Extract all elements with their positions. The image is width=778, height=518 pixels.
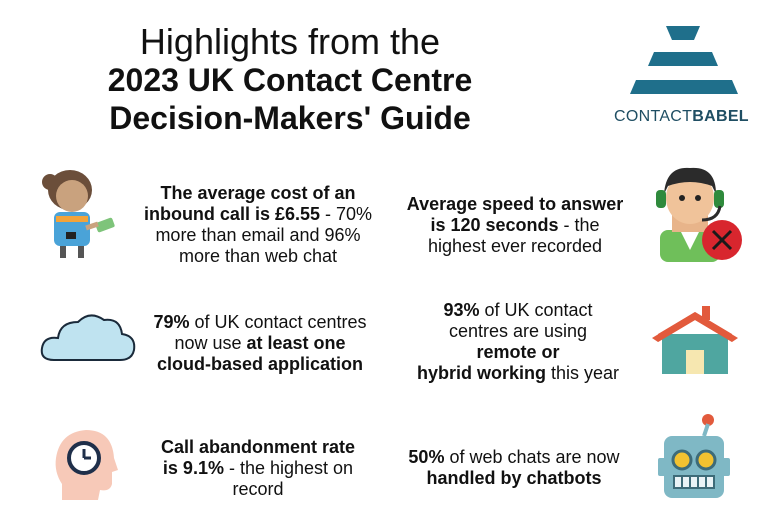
logo-text: CONTACTBABEL — [614, 108, 749, 125]
page-title-line1: Highlights from the — [139, 21, 441, 62]
stat-average-cost: The average cost of an inbound call is £… — [143, 183, 373, 266]
page-title-line2: 2023 UK Contact Centre — [107, 62, 473, 98]
contactbabel-logo-icon — [630, 26, 738, 94]
stat-remote-working: 93% of UK contact centres are using remo… — [416, 300, 620, 383]
call-agent-headset-icon — [656, 167, 742, 262]
house-icon — [652, 306, 738, 374]
page-title-line3: Decision-Makers' Guide — [109, 100, 471, 136]
head-clock-icon — [55, 430, 118, 500]
stat-abandonment-rate: Call abandonment rate is 9.1% - the high… — [160, 437, 356, 499]
stat-speed-to-answer: Average speed to answer is 120 seconds -… — [406, 194, 624, 256]
stat-chatbots: 50% of web chats are now handled by chat… — [408, 447, 620, 488]
robot-icon — [658, 414, 730, 498]
woman-holding-money-icon — [42, 170, 115, 258]
stat-cloud-application: 79% of UK contact centres now use at lea… — [153, 312, 367, 374]
cloud-icon — [40, 314, 136, 361]
